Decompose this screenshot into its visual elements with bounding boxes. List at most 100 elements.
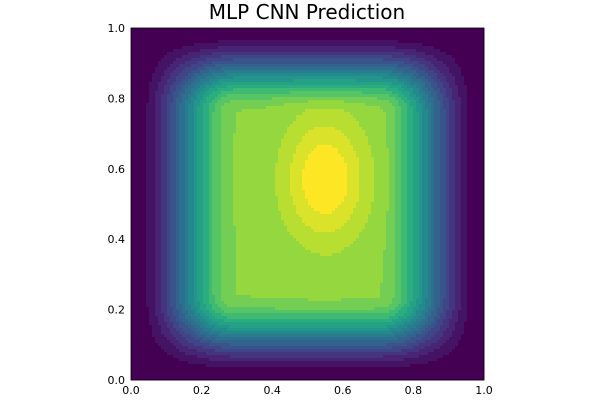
- contour-cell: [443, 127, 447, 131]
- contour-cell: [260, 142, 264, 146]
- contour-cell: [275, 64, 279, 68]
- contour-cell: [407, 148, 411, 152]
- contour-cell: [386, 79, 390, 83]
- contour-cell: [194, 103, 198, 107]
- contour-cell: [440, 61, 444, 65]
- contour-cell: [194, 91, 198, 95]
- contour-cell: [155, 40, 159, 44]
- contour-cell: [329, 79, 333, 83]
- contour-cell: [218, 94, 222, 98]
- contour-cell: [479, 64, 483, 68]
- contour-cell: [482, 148, 485, 152]
- contour-cell: [386, 91, 390, 95]
- contour-cell: [353, 55, 357, 59]
- contour-cell: [326, 136, 330, 140]
- contour-cell: [251, 49, 255, 53]
- contour-cell: [479, 34, 483, 38]
- contour-cell: [191, 148, 195, 152]
- contour-cell: [476, 145, 480, 149]
- contour-cell: [443, 118, 447, 122]
- contour-cell: [293, 145, 297, 149]
- contour-cell: [245, 79, 249, 83]
- contour-cell: [260, 112, 264, 116]
- contour-cell: [464, 55, 468, 59]
- contour-cell: [149, 115, 153, 119]
- contour-cell: [158, 124, 162, 128]
- contour-cell: [299, 61, 303, 65]
- contour-cell: [338, 142, 342, 146]
- contour-cell: [170, 127, 174, 131]
- contour-cell: [152, 91, 156, 95]
- contour-cell: [152, 43, 156, 47]
- contour-cell: [476, 37, 480, 41]
- contour-cell: [203, 136, 207, 140]
- contour-cell: [308, 127, 312, 131]
- contour-cell: [458, 70, 462, 74]
- contour-cell: [233, 91, 237, 95]
- contour-cell: [227, 139, 231, 143]
- contour-cell: [335, 121, 339, 125]
- contour-cell: [464, 91, 468, 95]
- contour-cell: [227, 112, 231, 116]
- contour-cell: [410, 148, 414, 152]
- contour-cell: [311, 139, 315, 143]
- contour-cell: [344, 112, 348, 116]
- contour-cell: [140, 37, 144, 41]
- contour-cell: [266, 151, 270, 155]
- contour-cell: [236, 112, 240, 116]
- contour-cell: [344, 88, 348, 92]
- contour-cell: [227, 55, 231, 59]
- contour-cell: [155, 73, 159, 77]
- contour-cell: [227, 106, 231, 110]
- contour-cell: [347, 118, 351, 122]
- contour-cell: [464, 145, 468, 149]
- contour-cell: [452, 106, 456, 110]
- contour-cell: [425, 130, 429, 134]
- contour-cell: [482, 151, 485, 155]
- contour-cell: [431, 97, 435, 101]
- contour-cell: [389, 37, 393, 41]
- contour-cell: [131, 37, 135, 41]
- contour-cell: [170, 43, 174, 47]
- contour-cell: [425, 67, 429, 71]
- contour-cell: [203, 106, 207, 110]
- contour-cell: [179, 133, 183, 137]
- contour-cell: [167, 46, 171, 50]
- contour-cell: [293, 106, 297, 110]
- contour-cell: [326, 61, 330, 65]
- contour-cell: [191, 73, 195, 77]
- contour-cell: [284, 109, 288, 113]
- contour-cell: [341, 112, 345, 116]
- contour-cell: [161, 130, 165, 134]
- contour-cell: [218, 130, 222, 134]
- contour-cell: [263, 61, 267, 65]
- contour-cell: [407, 43, 411, 47]
- contour-cell: [389, 130, 393, 134]
- contour-cell: [389, 55, 393, 59]
- contour-cell: [389, 97, 393, 101]
- contour-cell: [398, 67, 402, 71]
- contour-cell: [173, 100, 177, 104]
- contour-cell: [395, 106, 399, 110]
- contour-cell: [305, 106, 309, 110]
- contour-cell: [221, 34, 225, 38]
- contour-cell: [332, 121, 336, 125]
- contour-cell: [302, 85, 306, 89]
- contour-cell: [383, 82, 387, 86]
- contour-cell: [425, 106, 429, 110]
- contour-cell: [176, 94, 180, 98]
- contour-cell: [338, 136, 342, 140]
- contour-cell: [323, 37, 327, 41]
- contour-cell: [137, 103, 141, 107]
- contour-cell: [200, 109, 204, 113]
- contour-cell: [152, 73, 156, 77]
- contour-cell: [428, 43, 432, 47]
- contour-cell: [452, 82, 456, 86]
- contour-cell: [134, 115, 138, 119]
- contour-cell: [242, 52, 246, 56]
- contour-cell: [302, 127, 306, 131]
- contour-cell: [296, 46, 300, 50]
- contour-cell: [476, 118, 480, 122]
- contour-cell: [263, 115, 267, 119]
- contour-cell: [467, 82, 471, 86]
